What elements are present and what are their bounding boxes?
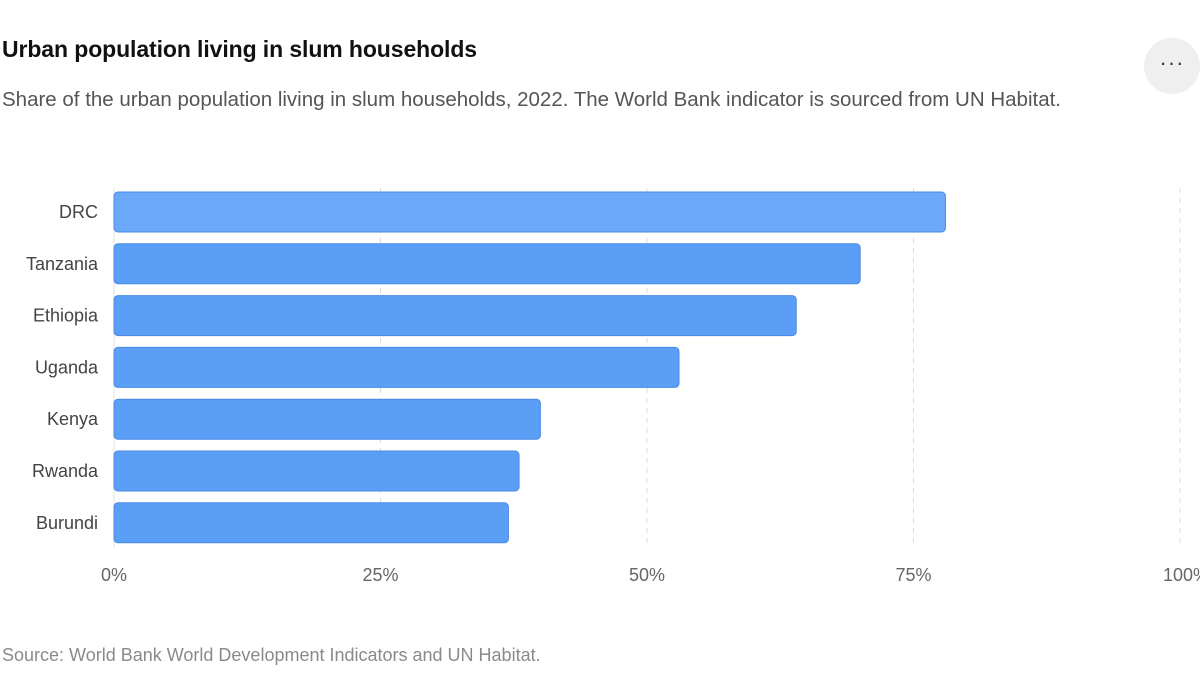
source-note: Source: World Bank World Development Ind… [2,645,541,665]
bar-uganda[interactable] [113,346,680,388]
bar-tanzania[interactable] [113,243,861,285]
x-tick-label: 75% [895,565,931,585]
more-horizontal-icon: ··· [1159,50,1185,75]
bar-drc[interactable] [113,191,946,233]
x-tick-label: 25% [362,565,398,585]
category-label: Rwanda [32,461,99,481]
x-tick-label: 0% [101,565,127,585]
x-tick-label: 50% [629,565,665,585]
category-label: Ethiopia [33,306,99,326]
chart-subtitle: Share of the urban population living in … [2,88,1061,111]
x-axis-ticks: 0% 25% 50% 75% 100% [101,565,1200,585]
bar-chart: DRC Tanzania Ethiopia Uganda Kenya Rwanda Buru… [26,188,1200,585]
category-label: Burundi [36,513,98,533]
category-label: Kenya [47,409,99,429]
more-options-button[interactable]: ··· [1144,38,1200,94]
category-label: Tanzania [26,254,99,274]
x-tick-label: 100% [1163,565,1200,585]
chart-title: Urban population living in slum househol… [2,36,477,62]
bar-kenya[interactable] [113,398,541,440]
bars [113,191,946,544]
bar-ethiopia[interactable] [113,295,797,337]
category-label: DRC [59,202,98,222]
bar-rwanda[interactable] [113,450,520,492]
category-labels: DRC Tanzania Ethiopia Uganda Kenya Rwanda Buru… [26,202,99,533]
category-label: Uganda [35,357,99,377]
bar-burundi[interactable] [113,502,509,544]
